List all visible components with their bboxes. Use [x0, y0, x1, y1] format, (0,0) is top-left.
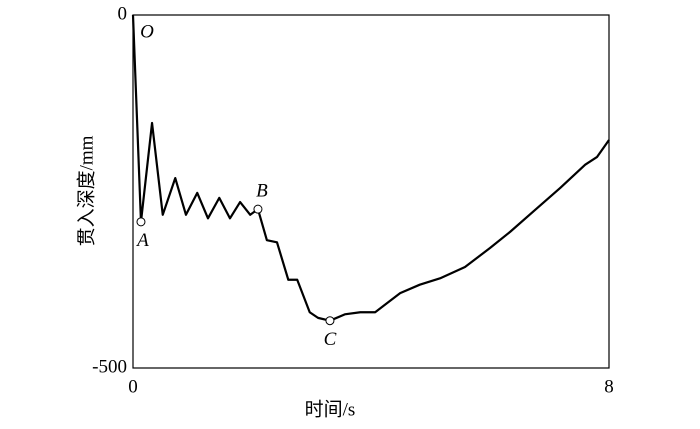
annotation-label: A — [135, 230, 149, 251]
y-tick-label: -500 — [92, 356, 127, 377]
data-line — [131, 14, 610, 322]
annotation-label: O — [140, 21, 154, 42]
point-marker — [253, 204, 263, 214]
annotation-label: B — [256, 181, 268, 202]
point-marker — [325, 316, 335, 326]
y-tick-label: 0 — [118, 3, 128, 24]
y-axis-label: 贯入深度/mm — [75, 135, 97, 246]
point-marker — [136, 217, 146, 227]
x-tick-label: 8 — [604, 376, 614, 397]
annotation-label: C — [324, 329, 337, 350]
plot-frame — [132, 14, 610, 369]
x-axis-label: 时间/s — [305, 398, 356, 420]
x-tick-label: 0 — [128, 376, 138, 397]
